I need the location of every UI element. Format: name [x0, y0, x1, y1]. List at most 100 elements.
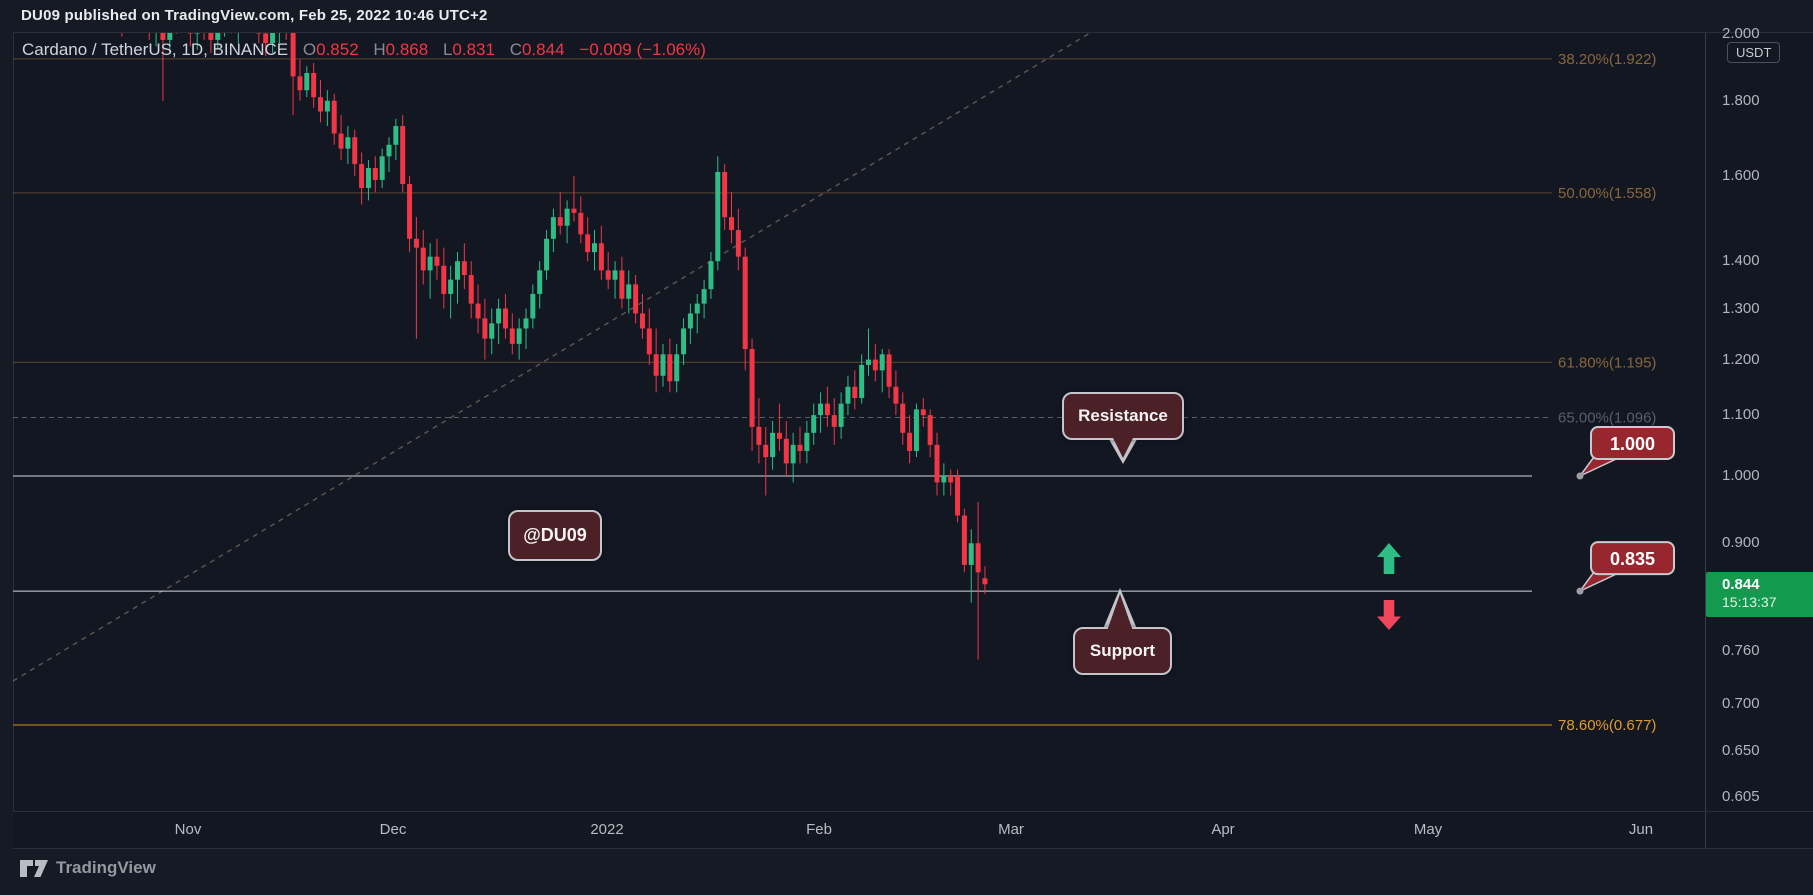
- candle-body: [516, 328, 522, 344]
- tradingview-logo-icon: [20, 859, 48, 877]
- support-anchor-dot[interactable]: [1576, 587, 1584, 595]
- time-tick-label: Feb: [806, 821, 832, 838]
- candle-body: [838, 403, 844, 427]
- author-watermark-bubble[interactable]: @DU09: [508, 510, 602, 561]
- fib-level-label: 78.60%(0.677): [1558, 717, 1656, 734]
- candle-body: [160, 33, 166, 40]
- candle-body: [297, 76, 303, 91]
- time-scale-bottom-border: [13, 848, 1813, 849]
- candle-body: [530, 293, 536, 319]
- candle-body: [982, 578, 988, 585]
- candle-body: [455, 261, 460, 280]
- bar-countdown: 15:13:37: [1722, 594, 1777, 610]
- price-tick-label: 1.000: [1722, 467, 1760, 484]
- support-price-callout[interactable]: [1590, 541, 1675, 576]
- fib-level-label: 38.20%(1.922): [1558, 51, 1656, 68]
- attribution-bar: DU09 published on TradingView.com, Feb 2…: [0, 0, 1813, 32]
- candle-body: [441, 265, 447, 294]
- current-price-value: 0.844: [1722, 576, 1760, 593]
- currency-badge[interactable]: USDT: [1727, 42, 1781, 63]
- candle-body: [427, 256, 433, 271]
- candle-body: [859, 364, 865, 398]
- attribution-text: DU09 published on TradingView.com, Feb 2…: [21, 7, 488, 24]
- time-scale[interactable]: Nov Dec 2022 Feb Mar Apr May Jun: [13, 812, 1705, 848]
- price-tick-label: 0.650: [1722, 742, 1760, 760]
- price-tick-label: 0.700: [1722, 694, 1760, 712]
- candle-body: [167, 33, 173, 40]
- candle-body: [729, 217, 734, 231]
- candle-body: [263, 33, 269, 44]
- candle-body: [811, 415, 817, 433]
- candle-body: [598, 243, 604, 271]
- candle-body: [578, 212, 584, 235]
- author-watermark-text: @DU09: [523, 525, 587, 545]
- symbol-title[interactable]: Cardano / TetherUS, 1D, BINANCE: [22, 40, 289, 59]
- time-tick-label: Dec: [379, 821, 407, 838]
- candle-body: [496, 308, 502, 324]
- candle-body: [742, 256, 748, 350]
- candle-body: [372, 168, 378, 180]
- candle-body: [311, 72, 317, 98]
- candle-body: [872, 359, 878, 371]
- candle-body: [550, 217, 556, 239]
- candle-body: [701, 289, 707, 304]
- price-scale[interactable]: 2.000 1.800 1.600 1.400 1.300 1.200 1.100 1.000…: [1705, 25, 1813, 848]
- price-tick-label: 0.900: [1722, 534, 1760, 552]
- price-chart-plot[interactable]: 38.20%(1.922) 50.00%(1.558) 61.80%(1.195) 6…: [13, 33, 1705, 812]
- candle-body: [420, 247, 426, 271]
- price-scale-separator: [1705, 33, 1706, 848]
- resistance-anchor-dot[interactable]: [1576, 472, 1584, 480]
- candle-body: [900, 403, 906, 433]
- candle-body: [715, 171, 721, 262]
- candle-body: [660, 354, 666, 376]
- candle-body: [653, 354, 659, 376]
- candle-body: [763, 444, 769, 458]
- candle-body: [708, 261, 714, 290]
- candle-body: [585, 234, 591, 253]
- candle-body: [386, 144, 392, 157]
- candle-body: [907, 432, 913, 451]
- candle-body: [831, 415, 837, 427]
- candle-body: [687, 313, 693, 329]
- candle-body: [345, 137, 351, 149]
- candle-body: [208, 33, 214, 40]
- high-value: 0.868: [385, 40, 429, 59]
- candle-body: [605, 270, 611, 280]
- time-tick-label: Apr: [1211, 821, 1235, 838]
- low-label: L: [442, 40, 453, 59]
- symbol-legend[interactable]: Cardano / TetherUS, 1D, BINANCE O0.852 H…: [22, 40, 706, 60]
- time-scale-top-border: [13, 811, 1813, 812]
- candle-body: [468, 275, 474, 304]
- open-label: O: [302, 40, 317, 59]
- price-tick-label: 2.000: [1722, 24, 1760, 42]
- candle-body: [633, 284, 639, 314]
- candle-body: [681, 328, 687, 355]
- price-tick-label: 1.300: [1722, 299, 1760, 317]
- candle-body: [674, 354, 680, 382]
- time-tick-label: Mar: [998, 821, 1024, 838]
- candle-body: [783, 438, 789, 464]
- candle-body: [482, 318, 488, 339]
- candle-body: [886, 354, 892, 387]
- support-label-bubble[interactable]: Support: [1073, 627, 1172, 675]
- open-value: 0.852: [316, 40, 359, 59]
- resistance-price-callout[interactable]: [1590, 426, 1675, 460]
- price-tick-label: 1.800: [1722, 91, 1760, 109]
- tradingview-logo[interactable]: TradingView: [20, 858, 156, 878]
- candle-body: [866, 359, 871, 365]
- candle-body: [968, 543, 974, 565]
- candle-body: [776, 432, 782, 439]
- trendline[interactable]: [13, 33, 1091, 682]
- tradingview-logo-text: TradingView: [56, 858, 156, 877]
- price-tick-label: 0.760: [1722, 642, 1760, 660]
- candle-body: [770, 432, 776, 458]
- candle-body: [694, 303, 700, 314]
- resistance-price-callout-text: 1.000: [1610, 434, 1655, 454]
- candle-body: [413, 238, 419, 248]
- close-label: C: [509, 40, 522, 59]
- candle-body: [913, 409, 919, 451]
- high-label: H: [373, 40, 386, 59]
- price-tick-label: 0.605: [1722, 787, 1760, 805]
- candle-body: [270, 33, 276, 44]
- candle-body: [646, 328, 652, 355]
